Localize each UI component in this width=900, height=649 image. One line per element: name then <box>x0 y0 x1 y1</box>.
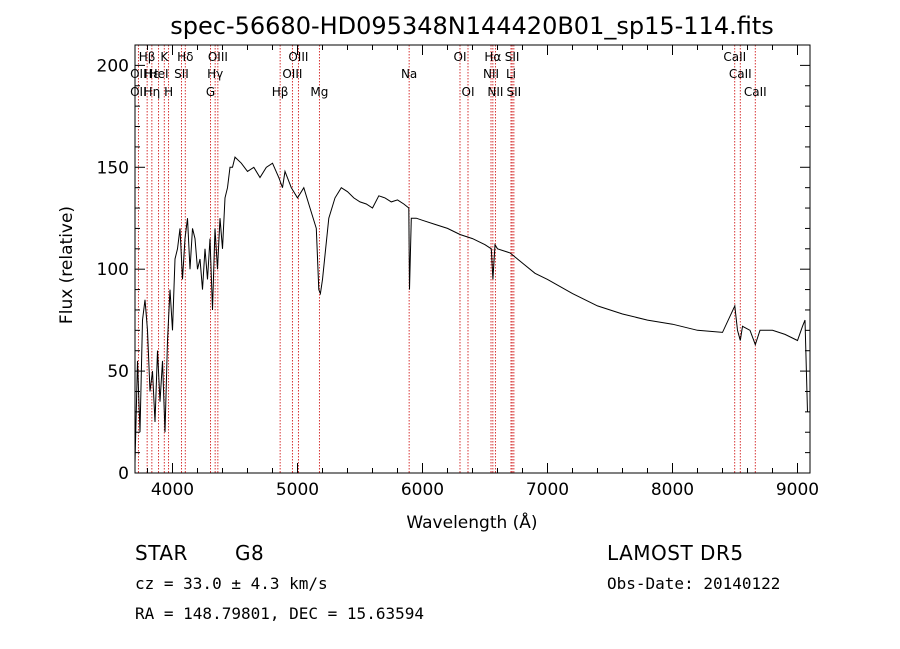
x-tick-label: 5000 <box>276 480 319 500</box>
line-label: Mg <box>310 85 328 99</box>
line-label: OIII <box>288 50 308 64</box>
line-label: Na <box>401 67 417 81</box>
line-label: Hβ <box>139 50 156 64</box>
x-tick-label: 4000 <box>151 480 194 500</box>
line-label: Hγ <box>207 67 223 81</box>
line-label: OII <box>130 85 147 99</box>
x-tick-label: 7000 <box>526 480 569 500</box>
object-class: STAR <box>135 541 188 565</box>
line-label: Li <box>506 67 516 81</box>
plot-frame <box>134 44 811 474</box>
line-label: Hβ <box>272 85 289 99</box>
line-label: NII <box>487 85 503 99</box>
line-label: H <box>164 85 173 99</box>
spectral-line-markers <box>137 45 756 473</box>
line-label: CaII <box>729 67 752 81</box>
obs-date: Obs-Date: 20140122 <box>607 574 781 593</box>
y-tick-label: 100 <box>97 260 129 280</box>
y-tick-label: 50 <box>107 362 129 382</box>
y-tick-label: 150 <box>97 158 129 178</box>
axis-ticks: 4000 5000 6000 7000 8000 9000 0 50 100 150 200 <box>97 45 819 500</box>
x-tick-label: 6000 <box>401 480 444 500</box>
spectral-subclass: G8 <box>235 541 265 565</box>
chart-title: spec-56680-HD095348N144420B01_sp15-114.f… <box>170 12 774 40</box>
line-label: OI <box>462 85 475 99</box>
line-label: CaII <box>744 85 767 99</box>
coordinates: RA = 148.79801, DEC = 15.63594 <box>135 604 424 623</box>
line-label: CaII <box>723 50 746 64</box>
redshift-readout: cz = 33.0 ± 4.3 km/s <box>135 574 328 593</box>
line-label: Hε <box>144 67 160 81</box>
line-label: SII <box>505 50 520 64</box>
x-tick-label: 9000 <box>776 480 819 500</box>
y-tick-label: 200 <box>97 56 129 76</box>
y-tick-label: 0 <box>118 464 129 484</box>
spectrum-line <box>134 156 808 463</box>
line-label: G <box>206 85 215 99</box>
y-axis-label: Flux (relative) <box>57 206 77 324</box>
survey-name: LAMOST DR5 <box>607 541 744 565</box>
line-label: Hδ <box>177 50 193 64</box>
line-label: SII <box>174 67 189 81</box>
x-axis-label: Wavelength (Å) <box>406 511 537 533</box>
line-label: Hα <box>484 50 501 64</box>
line-label: OIII <box>208 50 228 64</box>
line-label: HeI <box>149 67 169 81</box>
line-label: OI <box>454 50 467 64</box>
line-label: SII <box>507 85 522 99</box>
line-label: NII <box>483 67 499 81</box>
line-label: Hη <box>144 85 161 99</box>
line-label: OII <box>130 67 147 81</box>
line-label: K <box>160 50 169 64</box>
line-label: OIII <box>282 67 302 81</box>
x-tick-label: 8000 <box>651 480 694 500</box>
